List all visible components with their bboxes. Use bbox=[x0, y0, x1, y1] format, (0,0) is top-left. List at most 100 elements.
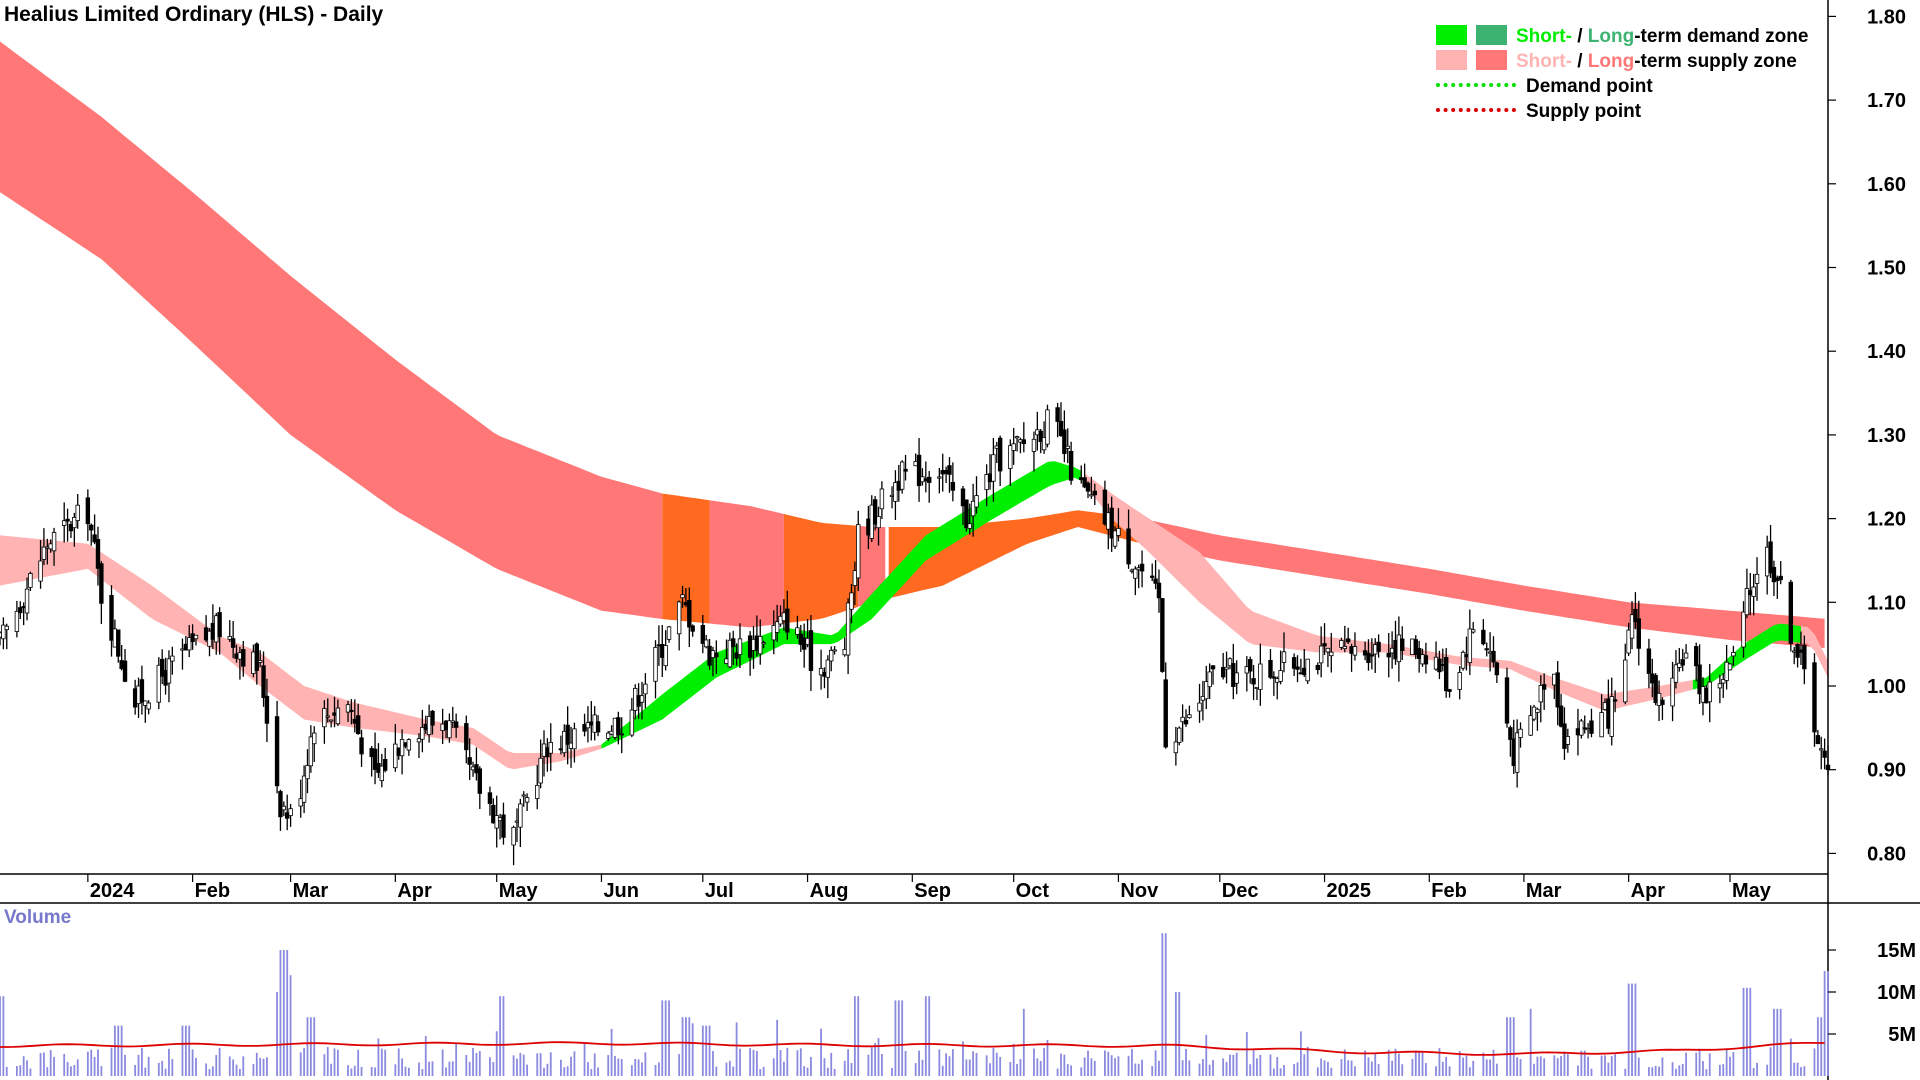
price-candle bbox=[518, 798, 523, 848]
price-candle bbox=[565, 706, 570, 765]
volume-bar bbox=[881, 1054, 883, 1076]
price-candle bbox=[1623, 643, 1628, 705]
volume-bar bbox=[688, 1017, 691, 1076]
price-candle bbox=[758, 619, 763, 665]
volume-bar bbox=[330, 1063, 333, 1076]
price-candle bbox=[1153, 560, 1158, 590]
price-candle bbox=[1443, 648, 1449, 698]
volume-bar bbox=[0, 996, 1, 1076]
volume-bar bbox=[421, 1069, 424, 1076]
short-supply-swatch bbox=[1436, 50, 1467, 70]
volume-bar bbox=[1208, 1064, 1211, 1076]
volume-bar bbox=[1060, 1053, 1062, 1076]
volume-bar bbox=[380, 1048, 383, 1076]
price-candle bbox=[511, 825, 516, 866]
price-candle bbox=[1102, 480, 1108, 526]
price-candle bbox=[676, 600, 682, 651]
price-candle bbox=[227, 620, 232, 642]
volume-bar bbox=[384, 1049, 387, 1076]
price-candle bbox=[1673, 650, 1679, 689]
volume-bar bbox=[755, 1050, 758, 1076]
price-candle bbox=[747, 631, 753, 676]
price-candle bbox=[1697, 644, 1702, 705]
short-term-supply-zone bbox=[0, 535, 602, 770]
price-candle bbox=[1822, 738, 1827, 770]
volume-bar bbox=[1323, 1060, 1326, 1076]
price-candle bbox=[1724, 644, 1729, 690]
date-tick-label: Feb bbox=[1431, 880, 1467, 902]
volume-bar bbox=[644, 1052, 647, 1076]
price-candle bbox=[700, 614, 706, 654]
volume-bar bbox=[1746, 987, 1748, 1076]
date-tick-label: Apr bbox=[1631, 880, 1666, 902]
volume-bar bbox=[1816, 1017, 1819, 1076]
price-candle bbox=[974, 476, 979, 514]
volume-bar bbox=[705, 1025, 708, 1076]
price-candle bbox=[653, 640, 658, 699]
price-candle bbox=[18, 601, 23, 619]
volume-bar bbox=[1354, 1066, 1356, 1076]
price-candle bbox=[1457, 666, 1462, 700]
price-candle bbox=[535, 764, 540, 810]
volume-bar bbox=[1151, 1066, 1154, 1076]
price-candle bbox=[1021, 422, 1027, 453]
volume-bar bbox=[360, 1066, 363, 1076]
volume-bar bbox=[1188, 1060, 1191, 1076]
short-term-supply-zone bbox=[1084, 473, 1693, 712]
date-tick-label: Mar bbox=[293, 880, 329, 902]
volume-bar bbox=[1127, 1055, 1130, 1076]
volume-bar bbox=[897, 1000, 900, 1076]
price-candle bbox=[785, 590, 790, 640]
price-candle bbox=[1778, 561, 1783, 585]
price-candle bbox=[1541, 673, 1547, 710]
price-candle bbox=[1160, 597, 1165, 673]
legend-demand-zone: Short- / Long-term demand zone bbox=[1436, 24, 1808, 49]
volume-bar bbox=[620, 1059, 623, 1076]
price-candle bbox=[548, 723, 553, 771]
volume-bar bbox=[1401, 1064, 1404, 1076]
volume-bar bbox=[1154, 1050, 1157, 1076]
price-candle bbox=[538, 739, 543, 789]
price-candle bbox=[903, 454, 908, 481]
price-candle bbox=[1612, 690, 1618, 713]
date-tick-label: May bbox=[499, 880, 539, 902]
volume-bar bbox=[516, 1058, 518, 1076]
price-candle bbox=[1508, 725, 1513, 757]
volume-bar bbox=[353, 1065, 356, 1076]
price-candle bbox=[964, 499, 969, 532]
price-candle bbox=[288, 803, 293, 827]
volume-bar bbox=[1827, 971, 1829, 1076]
legend-demand-long: Long bbox=[1587, 26, 1635, 47]
volume-bar bbox=[451, 1061, 454, 1076]
volume-bar bbox=[1624, 1068, 1627, 1076]
price-candle bbox=[1227, 657, 1233, 670]
price-candle bbox=[467, 738, 472, 781]
price-candle bbox=[1031, 431, 1037, 472]
volume-bar bbox=[93, 1057, 96, 1076]
volume-bar bbox=[1364, 1050, 1366, 1076]
price-candle bbox=[1065, 428, 1070, 464]
chart-title: Healius Limited Ordinary (HLS) - Daily bbox=[4, 3, 384, 26]
volume-bar bbox=[1462, 1057, 1464, 1076]
volume-bar bbox=[404, 1066, 407, 1076]
volume-bar bbox=[857, 996, 860, 1076]
volume-bar bbox=[1485, 1059, 1488, 1076]
volume-bar bbox=[830, 1052, 833, 1076]
volume-bar bbox=[526, 1064, 529, 1076]
volume-bar bbox=[323, 1054, 326, 1076]
price-candle bbox=[687, 587, 692, 647]
volume-bar bbox=[1320, 1058, 1323, 1076]
price-candle bbox=[1656, 680, 1662, 722]
volume-bar bbox=[539, 1053, 542, 1076]
price-candle bbox=[1197, 683, 1202, 723]
volume-bar bbox=[894, 1000, 897, 1076]
price-candle bbox=[727, 632, 733, 669]
price-candle bbox=[1741, 601, 1746, 658]
volume-bar bbox=[286, 950, 289, 1076]
price-candle bbox=[1366, 639, 1371, 671]
volume-bar bbox=[5, 1066, 8, 1076]
volume-bar bbox=[1141, 1059, 1143, 1076]
price-candle bbox=[1248, 656, 1253, 684]
long-term-supply-zone bbox=[0, 41, 663, 619]
